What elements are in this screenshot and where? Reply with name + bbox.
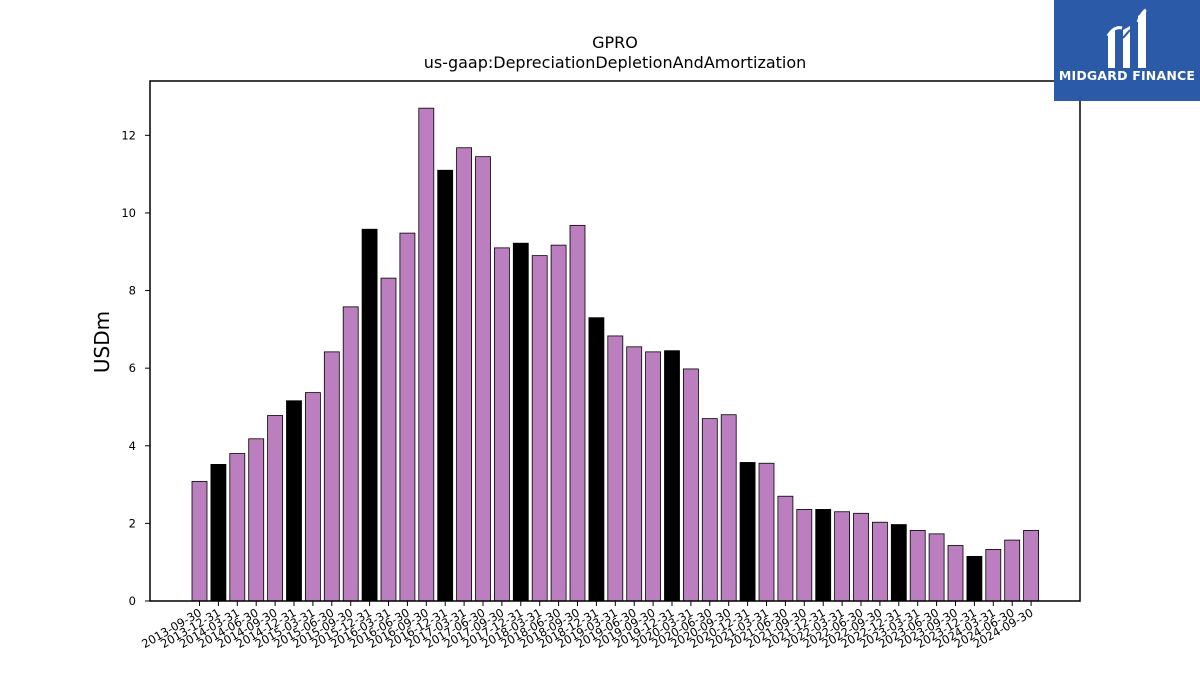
bar-2018-06-30: [550, 244, 567, 602]
bar-2019-03-31: [607, 335, 624, 602]
bar-2015-03-31: [304, 392, 321, 602]
y-tick-label: 0: [129, 594, 136, 608]
bar-2020-12-31: [739, 462, 756, 602]
midgard-finance-logo: MIDGARD FINANCE: [1054, 0, 1200, 101]
y-tick-label: 12: [121, 128, 136, 142]
y-axis-label: USDm: [90, 311, 114, 373]
bar-2022-09-30: [872, 521, 888, 602]
bar-2022-06-30: [853, 512, 869, 602]
bar-2018-12-31: [588, 317, 605, 602]
chart-title: GPRO: [592, 33, 638, 52]
bar-2015-09-30: [342, 306, 359, 602]
bar-2016-06-30: [399, 232, 416, 602]
bar-2018-09-30: [569, 224, 586, 602]
bar-2016-03-31: [380, 277, 397, 602]
y-tick-label: 6: [129, 361, 136, 375]
bar-2020-06-30: [701, 418, 718, 602]
bar-2013-09-30: [191, 481, 208, 602]
bar-2024-09-30: [1023, 529, 1039, 602]
bar-2014-06-30: [248, 438, 265, 602]
bar-2024-06-30: [1004, 539, 1021, 602]
bar-2021-12-31: [815, 509, 832, 602]
chart-subtitle: us-gaap:DepreciationDepletionAndAmortiza…: [424, 53, 807, 72]
x-axis-ticks: 2013-09-302013-12-312014-03-312014-06-30…: [139, 601, 1036, 651]
y-axis-ticks: 0 2 4 6 8 10 12: [121, 128, 150, 608]
bar-2023-09-30: [947, 545, 964, 602]
bar-2021-06-30: [777, 495, 794, 602]
bar-2024-03-31: [985, 548, 1002, 602]
plot-area-frame: [149, 80, 1081, 602]
bar-2018-03-31: [531, 255, 548, 602]
y-tick-label: 4: [129, 439, 136, 453]
y-tick-label: 2: [129, 516, 136, 530]
bar-2021-03-31: [758, 462, 775, 602]
bar-2022-03-31: [834, 511, 850, 602]
bar-2016-09-30: [418, 107, 435, 602]
bar-2017-09-30: [493, 247, 510, 602]
logo-mark-icon: [1106, 8, 1147, 68]
bar-2019-12-31: [664, 350, 680, 602]
bar-2015-06-30: [323, 351, 340, 602]
bar-2020-03-31: [683, 368, 699, 602]
y-tick-label: 8: [129, 284, 136, 298]
bar-2014-03-31: [229, 453, 246, 602]
y-tick-label: 10: [121, 206, 136, 220]
bar-2019-09-30: [645, 351, 661, 602]
bar-2014-09-30: [267, 415, 284, 602]
bar-2023-06-30: [928, 533, 945, 602]
bar-2015-12-31: [361, 228, 378, 602]
bar-group: [191, 107, 1039, 602]
bar-2023-12-31: [966, 555, 983, 602]
bar-2021-09-30: [796, 509, 813, 602]
bar-2023-03-31: [909, 529, 926, 602]
logo-text: MIDGARD FINANCE: [1058, 68, 1196, 83]
bar-2016-12-31: [437, 169, 454, 602]
bar-2014-12-31: [286, 400, 302, 602]
bar-2013-12-31: [210, 464, 227, 602]
bar-2022-12-31: [890, 524, 907, 602]
bar-2017-03-31: [456, 147, 473, 602]
bar-2020-09-30: [720, 414, 737, 602]
bar-2019-06-30: [626, 346, 643, 602]
bar-2017-12-31: [512, 242, 529, 602]
bar-2017-06-30: [475, 156, 491, 602]
